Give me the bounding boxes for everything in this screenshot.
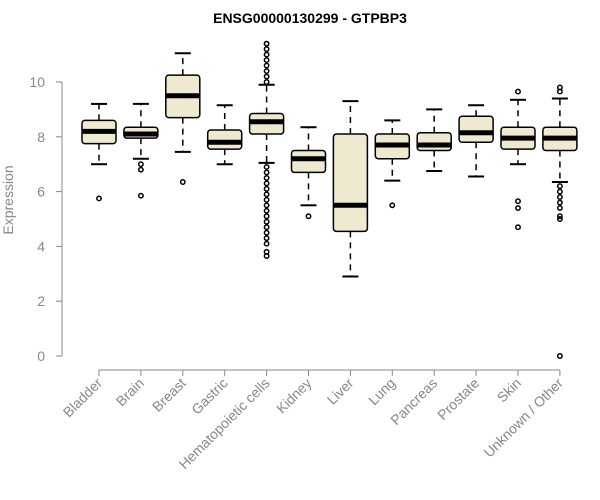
outlier-point: [263, 62, 270, 69]
outlier-point: [263, 46, 270, 53]
y-axis-label: Expression: [0, 165, 16, 234]
box-iqr: [458, 115, 494, 144]
box-group: [165, 52, 201, 185]
x-tick-label: Kidney: [273, 375, 315, 417]
outlier-point: [179, 179, 186, 185]
outlier-point: [263, 40, 270, 47]
box-group: [206, 104, 243, 166]
box-group: [81, 102, 117, 202]
outlier-point: [263, 213, 270, 220]
outlier-point: [263, 196, 270, 203]
x-tick-label: Pancreas: [387, 375, 440, 428]
outlier-point: [137, 161, 144, 168]
y-tick-label: 0: [37, 348, 45, 364]
boxes-layer: [81, 40, 578, 359]
box-group: [416, 108, 452, 173]
box-group: [332, 100, 369, 278]
y-axis: 0 2 4 6 8 10: [29, 74, 63, 364]
outlier-point: [263, 235, 270, 242]
outlier-point: [556, 353, 563, 359]
box-iqr: [206, 129, 243, 150]
x-tick-label: Prostate: [434, 375, 482, 423]
box-group: [500, 88, 536, 231]
box-group: [123, 102, 159, 199]
outlier-point: [515, 205, 521, 211]
y-tick-label: 10: [29, 74, 45, 90]
outlier-point: [263, 224, 270, 231]
outlier-point: [263, 163, 270, 170]
box-group: [374, 119, 411, 209]
y-tick-label: 6: [37, 184, 45, 200]
outlier-point: [556, 216, 563, 222]
x-tick-label: Lung: [365, 375, 398, 408]
outlier-point: [263, 73, 270, 80]
x-tick-label: Breast: [149, 375, 189, 415]
outlier-point: [305, 213, 312, 220]
outlier-point: [556, 88, 563, 95]
outlier-point: [137, 166, 144, 173]
box-group: [248, 40, 285, 259]
outlier-point: [389, 202, 396, 209]
y-tick-label: 2: [37, 293, 45, 309]
outlier-point: [556, 199, 563, 206]
outlier-point: [556, 213, 563, 220]
outlier-point: [263, 185, 270, 192]
outlier-point: [515, 198, 521, 205]
outlier-point: [263, 79, 270, 85]
outlier-point: [515, 88, 521, 95]
chart-title: ENSG00000130299 - GTPBP3: [213, 10, 407, 26]
outlier-point: [263, 229, 270, 236]
outlier-point: [263, 174, 270, 181]
box-iqr: [416, 131, 452, 152]
outlier-point: [263, 68, 270, 74]
outlier-point: [263, 180, 270, 187]
y-tick-label: 8: [37, 129, 45, 145]
outlier-point: [263, 253, 270, 259]
y-tick-label: 4: [37, 238, 45, 254]
x-tick-label: Bladder: [60, 375, 106, 421]
box-iqr: [290, 149, 327, 174]
outlier-point: [263, 51, 270, 58]
outlier-point: [263, 240, 270, 247]
outlier-point: [263, 207, 270, 214]
box-group: [290, 126, 327, 220]
outlier-point: [556, 188, 563, 195]
x-tick-label: Unknown / Other: [480, 375, 566, 461]
outlier-point: [263, 57, 270, 64]
x-tick-label: Liver: [324, 375, 357, 408]
outlier-point: [263, 218, 270, 225]
outlier-point: [556, 194, 563, 201]
outlier-point: [556, 183, 563, 190]
outlier-point: [263, 169, 270, 176]
x-tick-label: Skin: [494, 375, 525, 406]
outlier-point: [515, 224, 521, 231]
outlier-point: [556, 205, 563, 211]
outlier-point: [263, 191, 270, 198]
box-iqr: [332, 133, 369, 233]
outlier-point: [137, 192, 144, 199]
box-group: [542, 84, 578, 359]
outlier-point: [263, 202, 270, 209]
box-group: [458, 104, 494, 178]
outlier-point: [96, 195, 102, 202]
x-tick-label: Brain: [113, 375, 147, 409]
